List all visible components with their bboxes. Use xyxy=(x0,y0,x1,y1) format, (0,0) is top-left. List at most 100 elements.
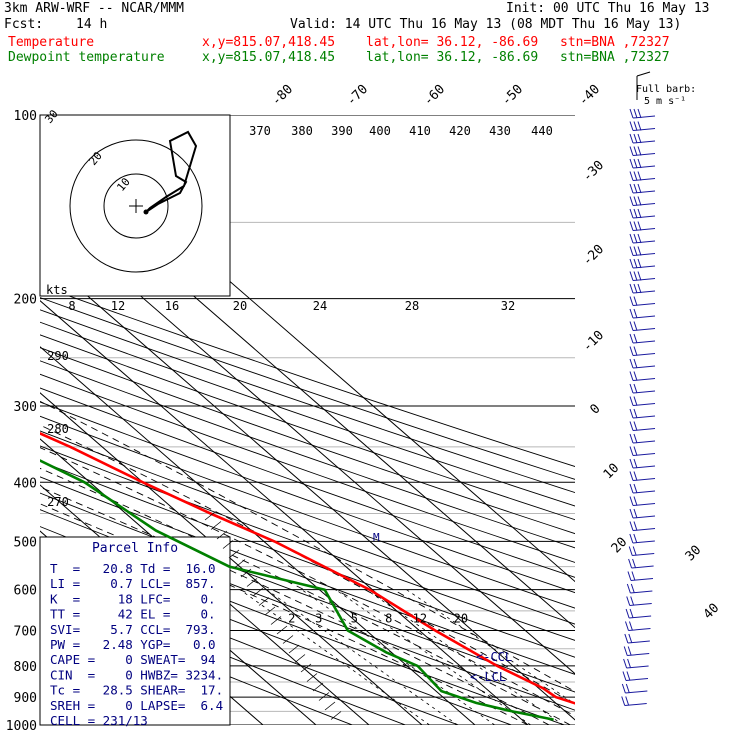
barb-legend-value: 5 m s⁻¹ xyxy=(644,96,686,107)
barb-feather xyxy=(623,658,628,669)
barb-feather xyxy=(629,296,634,306)
barb-staff xyxy=(270,616,282,625)
moist-adiabat-30 xyxy=(40,400,575,693)
mixing-ratio-line-20 xyxy=(406,589,575,705)
wind-barb xyxy=(623,658,649,669)
mixing-ratio-line-8 xyxy=(335,589,531,725)
dry-adiabat-320 xyxy=(40,476,575,675)
hodo-units-label: kts xyxy=(46,283,68,297)
wind-barb xyxy=(629,483,656,494)
barb-feather xyxy=(625,608,630,619)
parcel-info-row: Tc = 28.5 SHEAR= 17. xyxy=(50,683,223,698)
dry-adiabat-450 xyxy=(40,297,575,480)
barb-feather xyxy=(621,696,626,706)
barb-feather xyxy=(630,596,635,606)
barb-feather xyxy=(633,321,638,331)
wind-barb xyxy=(629,158,656,169)
mixing-ratio-label: 12 xyxy=(413,612,427,626)
ccl-label: <-CCL xyxy=(476,650,512,664)
wind-barb-low xyxy=(246,578,258,587)
isobar-label-400: 400 xyxy=(14,476,37,491)
wind-barb-low xyxy=(264,606,276,616)
wind-barb xyxy=(629,196,656,206)
dry-adiabat-260 xyxy=(40,579,407,725)
dry-adiabat-420 xyxy=(40,334,575,521)
barb-feather xyxy=(629,308,634,319)
barb-feather xyxy=(623,646,628,656)
barb-feather xyxy=(629,246,634,256)
parcel-info-row: T = 20.8 Td = 16.0 xyxy=(50,561,216,576)
barb-feather xyxy=(629,433,634,444)
barb-staff xyxy=(294,654,306,663)
barb-feather xyxy=(637,171,642,181)
wind-barb xyxy=(629,171,656,181)
parcel-info-row: PW = 2.48 YGP= 0.0 xyxy=(50,637,216,652)
theta-label: 390 xyxy=(331,124,353,138)
barb-feather xyxy=(637,108,642,119)
parcel-info-row: CAPE = 0 SWEAT= 94 xyxy=(50,652,216,667)
parcel-info-row: K = 18 LFC= 0. xyxy=(50,591,216,606)
barb-feather xyxy=(633,233,638,244)
barb-staff xyxy=(204,511,216,521)
barb-feather xyxy=(629,158,634,169)
wind-barb xyxy=(629,246,656,256)
barb-feather xyxy=(629,233,634,244)
barb-staff xyxy=(258,597,270,606)
barb-feather xyxy=(637,196,642,206)
wind-barb-low xyxy=(270,616,282,625)
barb-feather xyxy=(626,671,631,681)
wind-barb-low xyxy=(288,644,300,654)
dry-adiabat-310 xyxy=(40,492,575,693)
barb-feather xyxy=(629,258,634,269)
dry-adiabat-250 xyxy=(40,598,354,725)
wind-barb xyxy=(623,646,650,656)
theta-label: 370 xyxy=(249,124,271,138)
wind-barb-low xyxy=(276,625,288,635)
barb-feather xyxy=(633,258,638,269)
isotherm-label: 10 xyxy=(601,461,623,483)
wind-barb xyxy=(629,133,656,144)
barb-feather xyxy=(633,521,638,531)
wind-barb xyxy=(629,146,656,156)
theta-label: 440 xyxy=(531,124,553,138)
barb-feather xyxy=(633,496,638,506)
isobar-label-700: 700 xyxy=(14,625,37,640)
wind-barb-low xyxy=(252,587,264,597)
barb-feather xyxy=(633,446,638,456)
forecast-hour: 14 h xyxy=(76,17,108,32)
wind-barb xyxy=(629,108,656,119)
mixing-ratio-label: 2 xyxy=(288,612,295,626)
barb-feather xyxy=(633,396,638,406)
hodograph-ring-1 xyxy=(103,173,169,239)
isotherm-label: -20 xyxy=(580,242,607,269)
barb-feather xyxy=(629,483,634,494)
wind-barb xyxy=(629,346,656,356)
barb-feather xyxy=(627,646,632,656)
wind-barb-low xyxy=(216,530,228,540)
barb-feather xyxy=(633,296,638,306)
barb-feather xyxy=(632,558,637,569)
barb-staff xyxy=(288,644,300,654)
wind-barb-low xyxy=(210,521,222,530)
wind-barb-low xyxy=(228,549,240,559)
wind-barb xyxy=(629,258,656,269)
wind-barb xyxy=(629,433,656,444)
barb-feather xyxy=(633,471,638,481)
init-time: Init: 00 UTC Thu 16 May 13 xyxy=(506,1,710,16)
wind-barb xyxy=(629,271,656,281)
temperature-legend-xy: x,y=815.07,418.45 xyxy=(202,35,336,50)
isotherm-30 xyxy=(40,207,575,675)
barb-feather xyxy=(633,208,638,219)
barb-staff xyxy=(312,682,324,692)
barb-feather xyxy=(633,183,638,194)
barb-legend-title: Full barb: xyxy=(636,84,696,95)
mixing-ratio-label: 8 xyxy=(385,612,392,626)
hodograph-ring-2 xyxy=(69,139,203,273)
theta-label: 410 xyxy=(409,124,431,138)
wind-barb xyxy=(629,471,656,481)
barb-feather xyxy=(633,108,638,119)
dewpoint-line xyxy=(40,459,554,721)
barb-feather xyxy=(629,496,634,506)
barb-feather xyxy=(633,146,638,156)
